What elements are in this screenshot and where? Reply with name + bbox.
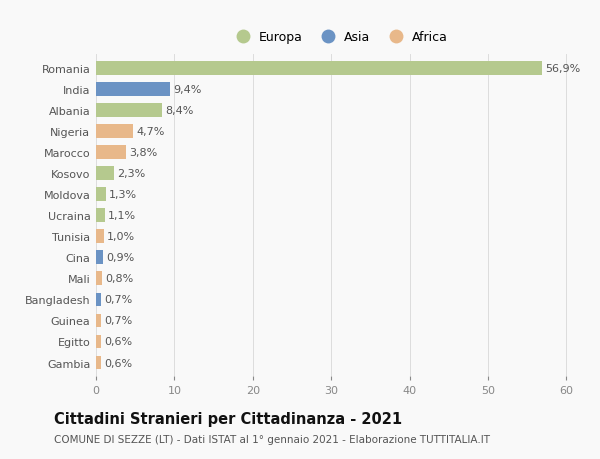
Text: 0,9%: 0,9%: [106, 253, 134, 263]
Bar: [96, 314, 101, 328]
Text: 1,0%: 1,0%: [107, 232, 135, 242]
Text: 9,4%: 9,4%: [173, 85, 201, 95]
Bar: [96, 62, 542, 76]
Bar: [96, 209, 104, 223]
Bar: [96, 230, 104, 244]
Text: 56,9%: 56,9%: [545, 64, 580, 74]
Bar: [96, 104, 162, 118]
Text: Cittadini Stranieri per Cittadinanza - 2021: Cittadini Stranieri per Cittadinanza - 2…: [54, 411, 402, 426]
Bar: [96, 293, 101, 307]
Text: 2,3%: 2,3%: [117, 169, 145, 179]
Text: 1,1%: 1,1%: [108, 211, 136, 221]
Bar: [96, 335, 101, 348]
Bar: [96, 83, 170, 96]
Text: 4,7%: 4,7%: [136, 127, 164, 137]
Text: 0,6%: 0,6%: [104, 337, 132, 347]
Text: 0,8%: 0,8%: [106, 274, 134, 284]
Text: 1,3%: 1,3%: [109, 190, 137, 200]
Bar: [96, 125, 133, 139]
Bar: [96, 167, 114, 180]
Bar: [96, 251, 103, 264]
Text: 0,7%: 0,7%: [104, 316, 133, 326]
Bar: [96, 188, 106, 202]
Text: 3,8%: 3,8%: [129, 148, 157, 158]
Bar: [96, 356, 101, 369]
Bar: [96, 272, 102, 285]
Text: COMUNE DI SEZZE (LT) - Dati ISTAT al 1° gennaio 2021 - Elaborazione TUTTITALIA.I: COMUNE DI SEZZE (LT) - Dati ISTAT al 1° …: [54, 434, 490, 444]
Text: 0,6%: 0,6%: [104, 358, 132, 368]
Bar: [96, 146, 126, 160]
Text: 0,7%: 0,7%: [104, 295, 133, 305]
Text: 8,4%: 8,4%: [165, 106, 193, 116]
Legend: Europa, Asia, Africa: Europa, Asia, Africa: [226, 26, 452, 49]
